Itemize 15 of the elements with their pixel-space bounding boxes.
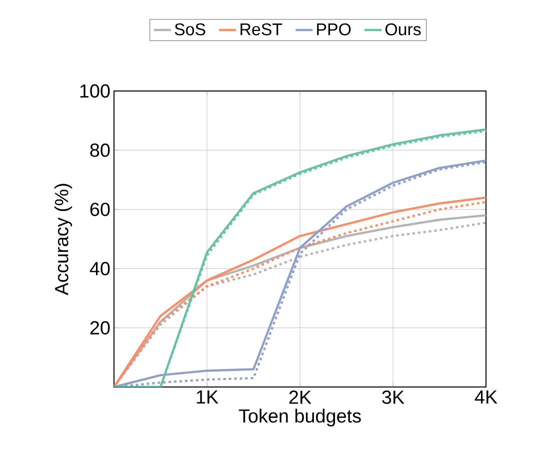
x-tick-label: 4K bbox=[474, 390, 498, 404]
x-tick-label: 3K bbox=[382, 390, 404, 404]
y-axis-title: Accuracy (%) bbox=[54, 184, 72, 296]
legend-label: Ours bbox=[385, 23, 421, 36]
legend-label: PPO bbox=[317, 23, 351, 36]
y-tick-label: 60 bbox=[90, 202, 110, 216]
y-tick-label: 100 bbox=[80, 84, 110, 98]
x-tick-label: 2K bbox=[289, 390, 312, 404]
y-tick-label: 80 bbox=[90, 143, 110, 157]
y-tick-label: 20 bbox=[90, 321, 110, 334]
x-tick-label: 1K bbox=[196, 390, 218, 404]
legend-label: ReST bbox=[240, 23, 282, 36]
x-axis-title: Token budgets bbox=[238, 408, 361, 426]
legend-label: SoS bbox=[174, 23, 206, 36]
y-tick-label: 40 bbox=[90, 262, 110, 276]
